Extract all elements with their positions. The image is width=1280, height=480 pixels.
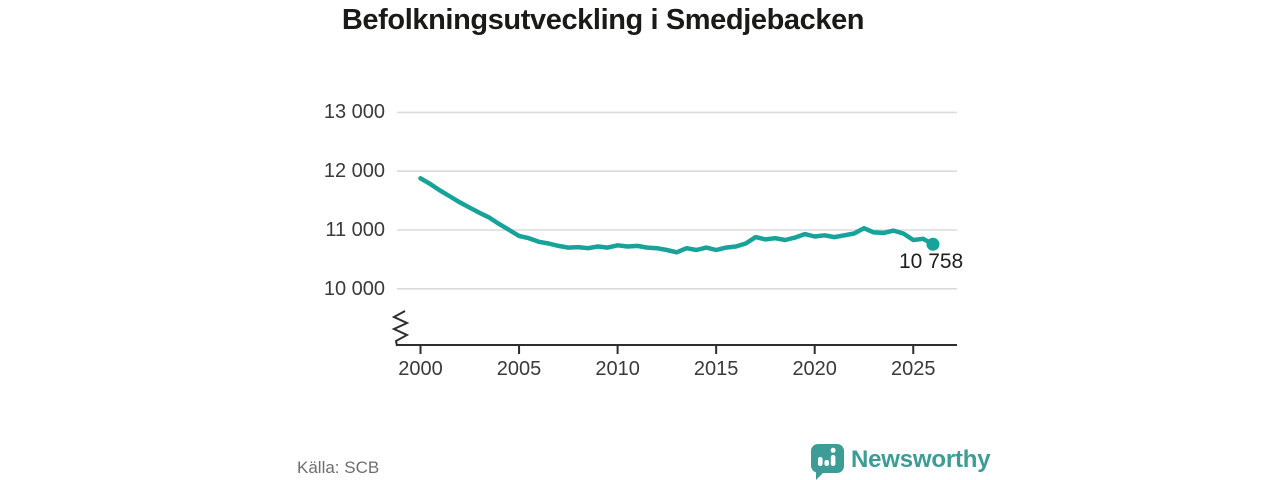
y-tick-label: 10 000: [323, 277, 385, 300]
newsworthy-wordmark: Newsworthy: [851, 446, 991, 473]
x-tick-label: 2000: [398, 358, 443, 380]
newsworthy-logo-icon: [811, 444, 844, 480]
y-tick-label: 11 000: [325, 219, 385, 241]
population-series-line: [418, 176, 936, 255]
x-tick-label: 2005: [496, 358, 542, 380]
axis-break-icon: [391, 310, 410, 347]
source-label: Källa: SCB: [297, 458, 380, 477]
x-tick-label: 2015: [693, 358, 739, 380]
newsworthy-logo: Newsworthy: [810, 444, 991, 480]
chart-title: Befolkningsutveckling i Smedjebacken: [341, 4, 865, 36]
x-tick-label: 2020: [792, 358, 837, 380]
y-tick-label: 13 000: [323, 101, 385, 124]
y-tick-label: 12 000: [323, 160, 385, 183]
x-tick-label: 2010: [595, 358, 640, 380]
end-point-marker: [926, 237, 940, 251]
x-tick-label: 2025: [891, 358, 936, 380]
end-value-label: 10 758: [899, 250, 964, 273]
